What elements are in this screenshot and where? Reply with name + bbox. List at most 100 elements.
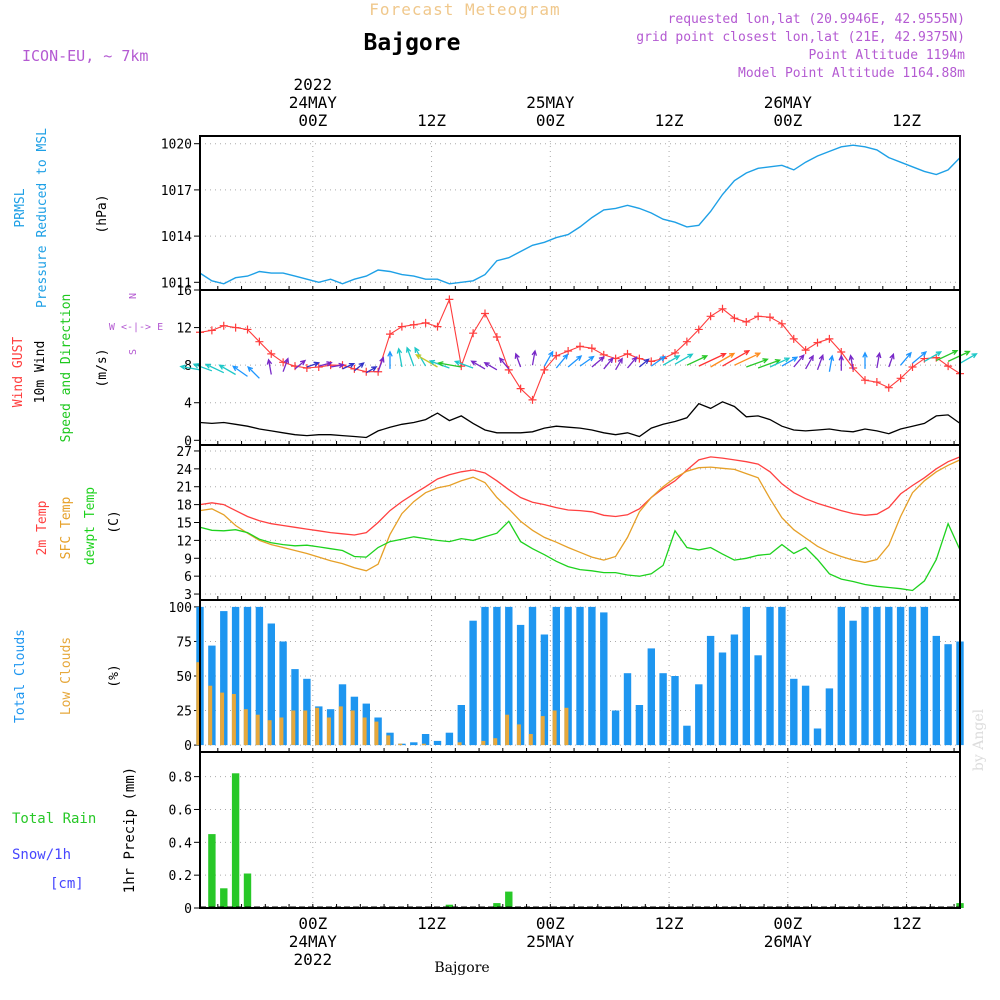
y-tick-label: 4	[184, 397, 192, 412]
wind-direction-arrow	[781, 356, 799, 367]
pressure-msl-label: Pressure Reduced to MSL	[35, 128, 50, 308]
total-clouds-label: Total Clouds	[13, 629, 28, 723]
total-clouds-bar	[813, 728, 822, 746]
gust-point	[481, 309, 489, 318]
y-tick-label: 12	[176, 322, 192, 337]
low-clouds-bar	[552, 710, 557, 745]
wind-direction-arrow	[353, 362, 365, 372]
low-clouds-bar	[267, 720, 272, 746]
total-clouds-bar	[564, 606, 572, 746]
meteogram-top-title: Forecast Meteogram	[369, 0, 560, 19]
total-clouds-bar	[445, 732, 454, 746]
station-title: Bajgore	[364, 30, 461, 56]
top-time-label: 12Z	[417, 111, 446, 130]
low-clouds-bar	[338, 706, 343, 746]
total-clouds-bar	[683, 725, 691, 745]
gust-point	[528, 395, 537, 404]
gust-point	[302, 363, 311, 372]
total-clouds-bar	[421, 734, 430, 746]
wind-direction-arrow	[514, 352, 522, 368]
wind-direction-arrow	[698, 352, 727, 367]
clouds-unit-label: (%)	[107, 664, 122, 687]
wind-direction-arrow	[888, 352, 895, 368]
clouds-panel-labels: Total Clouds Low Clouds (%)	[13, 629, 122, 723]
pressure-panel: 1011 1014 1017 1020	[161, 135, 961, 291]
rain-bar	[493, 903, 501, 908]
gust-point	[742, 317, 751, 326]
rain-bar	[445, 904, 454, 908]
point-altitude: Point Altitude 1194m	[808, 48, 965, 63]
bottom-time-label: 00Z	[536, 914, 565, 933]
wind-direction-arrow	[591, 356, 605, 368]
wind-direction-arrow	[365, 366, 378, 374]
low-clouds-bar	[291, 710, 296, 745]
low-clouds-bar	[196, 662, 201, 746]
bottom-time-label: 2022	[294, 950, 333, 969]
y-tick-label: 16	[176, 284, 192, 299]
bottom-time-label: 12Z	[655, 914, 684, 933]
panel-frame	[199, 751, 961, 909]
wind-panel: 0 4 8 12 16	[176, 284, 978, 449]
gust-point	[445, 295, 454, 304]
gust-point	[884, 383, 893, 392]
y-tick-label: 1017	[161, 184, 192, 199]
low-clouds-bar	[516, 724, 521, 746]
bottom-time-label: 12Z	[417, 914, 446, 933]
wind-direction-arrow	[912, 351, 928, 364]
low-clouds-bar	[481, 740, 486, 745]
temperature-panel: 3 6 9 12 15 18 21 24 27	[176, 444, 961, 603]
y-tick-label: 9	[184, 552, 192, 567]
gust-point	[207, 326, 216, 335]
wind-direction-arrow	[848, 354, 855, 370]
gust-point	[766, 313, 774, 322]
wind-direction-arrow	[204, 363, 225, 374]
rain-bar	[243, 873, 252, 908]
low-clouds-bar	[350, 710, 355, 745]
low-clouds-bar	[279, 717, 284, 746]
y-tick-label: 50	[176, 670, 192, 685]
y-tick-label: 15	[176, 517, 192, 532]
total-clouds-bar	[516, 624, 525, 746]
y-tick-label: 24	[176, 463, 192, 478]
bottom-time-label: 26MAY	[764, 932, 813, 951]
low-clouds-label: Low Clouds	[59, 637, 74, 715]
total-clouds-bar	[576, 606, 584, 746]
total-clouds-bar	[623, 673, 632, 746]
gust-point	[706, 312, 715, 321]
wind-direction-arrow	[377, 356, 385, 372]
low-clouds-bar	[493, 738, 498, 746]
total-clouds-bar	[778, 606, 786, 746]
wind-direction-arrow	[674, 353, 694, 365]
wind-direction-arrow	[936, 350, 959, 362]
dewpt-line	[199, 520, 961, 592]
wind-direction-arrow	[828, 354, 835, 372]
y-tick-label: 1020	[161, 138, 192, 153]
low-clouds-bar	[374, 721, 379, 746]
low-clouds-bar	[398, 743, 403, 746]
wind-direction-arrow	[757, 358, 782, 369]
total-clouds-bar	[790, 678, 798, 746]
top-time-label: 00Z	[773, 111, 802, 130]
wind-direction-arrow	[746, 358, 769, 368]
gust-point	[801, 346, 810, 355]
footer-station: Bajgore	[434, 960, 489, 976]
total-clouds-bar	[611, 710, 620, 745]
wind-direction-arrow	[192, 363, 213, 372]
y-tick-label: 25	[176, 705, 192, 720]
wind-direction-arrow	[638, 358, 650, 368]
wind-direction-arrow	[734, 352, 762, 366]
wind-speed-dir-label: Speed and Direction	[59, 294, 74, 443]
compass-s-label: S	[128, 349, 139, 355]
low-clouds-bar	[208, 685, 213, 746]
panel-frame	[199, 135, 961, 291]
clouds-panel: 0 25 50 75 100	[169, 599, 964, 754]
wind-direction-arrow	[722, 350, 751, 367]
low-clouds-bar	[505, 714, 510, 746]
wind-direction-arrow	[218, 364, 236, 376]
bottom-time-label: 00Z	[298, 914, 327, 933]
gust-point	[825, 334, 834, 343]
wind-10m-label: 10m Wind	[33, 341, 48, 404]
model-point-altitude: Model Point Altitude 1164.88m	[738, 66, 965, 81]
gust-point	[421, 318, 430, 327]
gust-point	[861, 376, 869, 385]
